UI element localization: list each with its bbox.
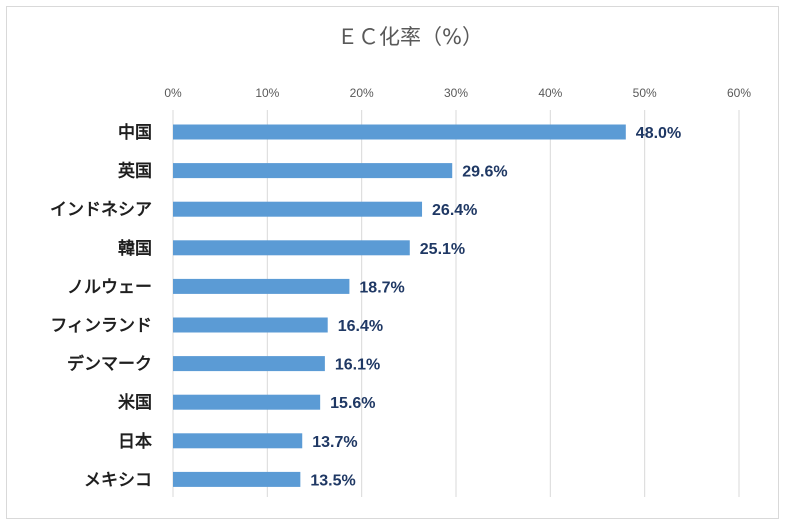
bar [173,240,410,256]
x-tick-label: 50% [633,86,657,100]
value-label: 26.4% [432,202,477,219]
value-label: 15.6% [330,395,375,412]
category-label: 韓国 [118,238,152,259]
category-label: 日本 [118,431,152,452]
category-label: デンマーク [67,354,152,375]
value-label: 18.7% [359,279,404,296]
category-label: ノルウェー [67,277,152,297]
category-label: メキシコ [84,470,152,490]
x-tick-label: 30% [444,86,468,100]
bar [173,163,453,179]
category-label: 米国 [118,392,152,413]
x-axis-ticks: 0% 10% 20% 30% 40% 50% 60% [164,86,751,100]
value-label: 16.4% [338,318,383,335]
bar [173,201,423,217]
category-label: フィンランド [50,316,152,336]
x-tick-label: 20% [350,86,374,100]
x-tick-label: 40% [538,86,562,100]
chart-title: ＥＣ化率（%） [337,25,483,49]
bar [173,278,350,294]
value-label: 13.5% [310,472,355,489]
category-label: 中国 [118,122,152,143]
bars [173,124,626,487]
value-label: 13.7% [312,434,357,451]
value-labels: 48.0% 29.6% 26.4% 25.1% 18.7% 16.4% 16.1% 15.6%… [310,125,681,489]
value-label: 48.0% [636,125,681,142]
bar [173,356,325,372]
bar [173,317,328,333]
x-tick-label: 60% [727,86,751,100]
bar [173,433,303,449]
category-label: インドネシア [50,200,152,220]
value-label: 25.1% [420,241,465,258]
bar [173,124,626,140]
bar [173,471,301,487]
chart-frame [6,6,779,519]
category-label: 英国 [118,161,152,182]
x-tick-label: 0% [164,86,182,100]
bar [173,394,321,410]
value-label: 16.1% [335,357,380,374]
value-label: 29.6% [462,164,507,181]
x-tick-label: 10% [255,86,279,100]
